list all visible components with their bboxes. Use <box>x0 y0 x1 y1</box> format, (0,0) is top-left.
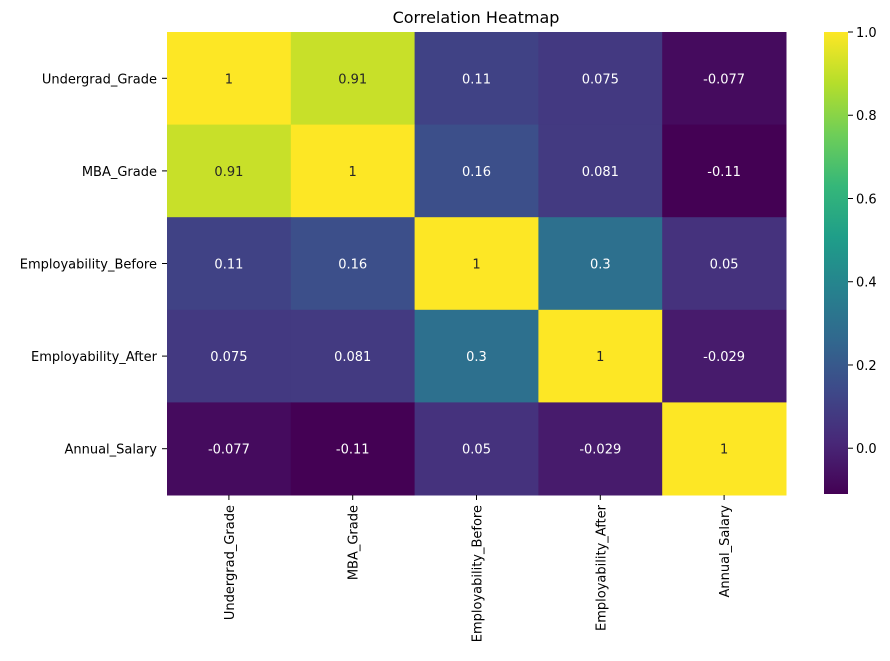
heatmap-cell <box>662 309 787 403</box>
colorbar-tick-label: 1.0 <box>856 26 877 41</box>
row-label: Undergrad_Grade <box>42 72 157 87</box>
cell-value-label: -0.077 <box>208 443 250 458</box>
cell-value-label: -0.11 <box>707 165 741 180</box>
heatmap-cell <box>290 217 416 311</box>
heatmap-cell <box>167 402 292 496</box>
cell-value-label: 0.05 <box>462 443 491 458</box>
heatmap-cell <box>662 217 787 311</box>
cell-value-label: 0.11 <box>462 72 491 87</box>
cell-value-label: 1 <box>596 350 604 365</box>
heatmap-cell <box>167 217 292 311</box>
cell-value-label: -0.077 <box>703 72 745 87</box>
heatmap-cell <box>538 217 663 311</box>
row-label: Annual_Salary <box>64 443 157 458</box>
column-label: Undergrad_Grade <box>223 505 238 620</box>
row-label: Employability_Before <box>20 258 157 273</box>
row-label: Employability_After <box>31 350 158 365</box>
cell-value-label: 0.081 <box>334 350 371 365</box>
heatmap-cell <box>290 402 416 496</box>
heatmap-cell <box>414 217 539 311</box>
row-label: MBA_Grade <box>82 165 157 180</box>
heatmap-cell <box>414 402 539 496</box>
heatmap-cell <box>290 32 416 126</box>
cell-value-label: 0.91 <box>338 72 367 87</box>
heatmap-cells <box>167 32 787 496</box>
cell-value-label: -0.029 <box>579 443 621 458</box>
cell-value-label: 0.91 <box>214 165 243 180</box>
colorbar-tick-label: 0.6 <box>856 192 877 207</box>
heatmap-cell <box>290 124 416 218</box>
chart-title: Correlation Heatmap <box>393 8 560 27</box>
cell-value-label: 0.05 <box>710 258 739 273</box>
cell-value-label: 0.11 <box>214 258 243 273</box>
heatmap-cell <box>662 32 787 126</box>
colorbar-tick-label: 0.2 <box>856 359 877 374</box>
column-label: Annual_Salary <box>718 505 733 598</box>
cell-value-label: -0.11 <box>336 443 370 458</box>
cell-value-label: 0.16 <box>338 258 367 273</box>
column-labels: Undergrad_Grade MBA_Grade Employability_Be… <box>223 495 733 642</box>
heatmap-cell <box>538 309 663 403</box>
column-label: Employability_After <box>594 504 609 631</box>
cell-value-label: 0.3 <box>590 258 611 273</box>
heatmap-cell <box>662 402 787 496</box>
heatmap-annotations: 1 0.91 0.11 0.075 -0.077 0.91 1 0.16 0.081 -0.11 0… <box>208 72 745 457</box>
colorbar-tick-label: 0.8 <box>856 109 877 124</box>
heatmap-cell <box>414 124 539 218</box>
colorbar-gradient <box>824 32 848 494</box>
cell-value-label: 0.081 <box>582 165 619 180</box>
heatmap-cell <box>538 32 663 126</box>
heatmap-cell <box>290 309 416 403</box>
cell-value-label: 0.16 <box>462 165 491 180</box>
heatmap-cell <box>167 309 292 403</box>
cell-value-label: 1 <box>472 258 480 273</box>
cell-value-label: 1 <box>720 443 728 458</box>
colorbar-tick-label: 0.0 <box>856 442 877 457</box>
colorbar-tick-label: 0.4 <box>856 276 877 291</box>
cell-value-label: 0.3 <box>466 350 487 365</box>
cell-value-label: 1 <box>349 165 357 180</box>
cell-value-label: -0.029 <box>703 350 745 365</box>
heatmap-cell <box>538 402 663 496</box>
row-labels: Undergrad_Grade MBA_Grade Employability_Be… <box>20 72 167 458</box>
heatmap-cell <box>167 124 292 218</box>
heatmap-cell <box>414 309 539 403</box>
heatmap-cell <box>538 124 663 218</box>
heatmap-cell <box>414 32 539 126</box>
heatmap-cell <box>662 124 787 218</box>
cell-value-label: 1 <box>225 72 233 87</box>
cell-value-label: 0.075 <box>582 72 619 87</box>
column-label: Employability_Before <box>471 505 486 642</box>
cell-value-label: 0.075 <box>210 350 247 365</box>
colorbar: 1.0 0.8 0.6 0.4 0.2 0.0 <box>824 26 877 494</box>
heatmap-cell <box>167 32 292 126</box>
column-label: MBA_Grade <box>347 505 362 580</box>
